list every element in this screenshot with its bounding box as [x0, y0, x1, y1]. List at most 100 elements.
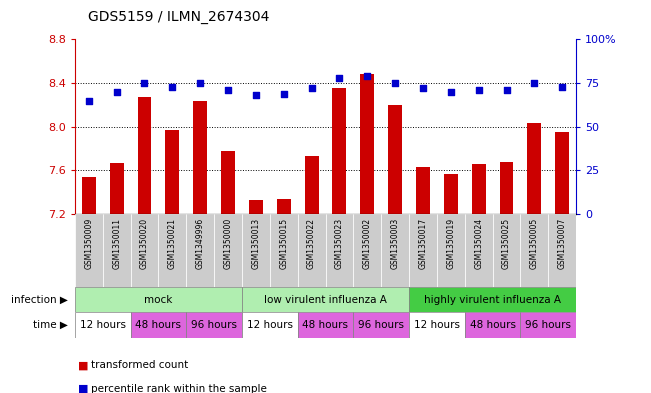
Text: ■: ■ [78, 360, 89, 371]
FancyBboxPatch shape [242, 214, 270, 287]
Text: GSM1350009: GSM1350009 [84, 218, 93, 269]
FancyBboxPatch shape [548, 214, 576, 287]
Text: GSM1350017: GSM1350017 [419, 218, 428, 269]
FancyBboxPatch shape [465, 312, 520, 338]
Point [501, 87, 512, 93]
Bar [109, 163, 124, 214]
Text: GSM1350015: GSM1350015 [279, 218, 288, 269]
Bar [137, 97, 152, 214]
Point [418, 85, 428, 92]
Bar [277, 199, 291, 214]
Bar [249, 200, 263, 214]
Bar [193, 101, 207, 214]
Text: GSM1350011: GSM1350011 [112, 218, 121, 269]
Text: GSM1350023: GSM1350023 [335, 218, 344, 269]
FancyBboxPatch shape [465, 214, 493, 287]
Bar [388, 105, 402, 214]
Point [445, 88, 456, 95]
Text: mock: mock [145, 295, 173, 305]
Text: 48 hours: 48 hours [469, 320, 516, 330]
Text: GSM1350005: GSM1350005 [530, 218, 539, 269]
FancyBboxPatch shape [520, 214, 548, 287]
FancyBboxPatch shape [270, 214, 298, 287]
Bar [221, 151, 235, 214]
Text: 12 hours: 12 hours [247, 320, 293, 330]
FancyBboxPatch shape [214, 214, 242, 287]
Bar [165, 130, 179, 214]
Text: GSM1350019: GSM1350019 [447, 218, 455, 269]
Text: GDS5159 / ILMN_2674304: GDS5159 / ILMN_2674304 [88, 9, 270, 24]
Text: GSM1350022: GSM1350022 [307, 218, 316, 269]
FancyBboxPatch shape [75, 287, 242, 312]
FancyBboxPatch shape [326, 214, 353, 287]
Text: 12 hours: 12 hours [414, 320, 460, 330]
Point [83, 97, 94, 104]
Bar [416, 167, 430, 214]
FancyBboxPatch shape [298, 214, 326, 287]
Text: GSM1349996: GSM1349996 [196, 218, 204, 269]
FancyBboxPatch shape [158, 214, 186, 287]
Bar [360, 74, 374, 214]
Text: 96 hours: 96 hours [191, 320, 237, 330]
Text: time ▶: time ▶ [33, 320, 68, 330]
Text: infection ▶: infection ▶ [12, 295, 68, 305]
FancyBboxPatch shape [75, 312, 131, 338]
FancyBboxPatch shape [493, 214, 520, 287]
FancyBboxPatch shape [381, 214, 409, 287]
FancyBboxPatch shape [103, 214, 131, 287]
Point [390, 80, 400, 86]
Text: GSM1350013: GSM1350013 [251, 218, 260, 269]
Text: GSM1350021: GSM1350021 [168, 218, 177, 269]
Text: 48 hours: 48 hours [135, 320, 182, 330]
Bar [499, 162, 514, 214]
Text: GSM1350025: GSM1350025 [502, 218, 511, 269]
Point [473, 87, 484, 93]
Text: highly virulent influenza A: highly virulent influenza A [424, 295, 561, 305]
FancyBboxPatch shape [131, 312, 186, 338]
Bar [305, 156, 318, 214]
Point [307, 85, 317, 92]
FancyBboxPatch shape [409, 214, 437, 287]
FancyBboxPatch shape [131, 214, 158, 287]
FancyBboxPatch shape [409, 287, 576, 312]
FancyBboxPatch shape [298, 312, 353, 338]
FancyBboxPatch shape [242, 312, 298, 338]
Text: GSM1350002: GSM1350002 [363, 218, 372, 269]
Point [251, 92, 261, 98]
Text: GSM1350007: GSM1350007 [558, 218, 567, 269]
Point [223, 87, 233, 93]
Bar [472, 164, 486, 214]
Point [557, 83, 568, 90]
Text: transformed count: transformed count [91, 360, 188, 371]
Point [195, 80, 206, 86]
Point [529, 80, 540, 86]
Text: GSM1350020: GSM1350020 [140, 218, 149, 269]
FancyBboxPatch shape [242, 287, 409, 312]
Text: 48 hours: 48 hours [303, 320, 348, 330]
Point [279, 90, 289, 97]
Point [139, 80, 150, 86]
Bar [555, 132, 569, 214]
Bar [82, 177, 96, 214]
FancyBboxPatch shape [409, 312, 465, 338]
Text: 12 hours: 12 hours [79, 320, 126, 330]
Text: percentile rank within the sample: percentile rank within the sample [91, 384, 267, 393]
FancyBboxPatch shape [520, 312, 576, 338]
Text: low virulent influenza A: low virulent influenza A [264, 295, 387, 305]
Text: 96 hours: 96 hours [525, 320, 572, 330]
FancyBboxPatch shape [75, 214, 103, 287]
Point [362, 73, 372, 79]
Point [334, 75, 344, 81]
Bar [333, 88, 346, 214]
FancyBboxPatch shape [353, 214, 381, 287]
Text: 96 hours: 96 hours [358, 320, 404, 330]
Point [167, 83, 178, 90]
FancyBboxPatch shape [353, 312, 409, 338]
Text: GSM1350003: GSM1350003 [391, 218, 400, 269]
Text: GSM1350024: GSM1350024 [474, 218, 483, 269]
Bar [527, 123, 542, 214]
FancyBboxPatch shape [437, 214, 465, 287]
Text: GSM1350000: GSM1350000 [223, 218, 232, 269]
Text: ■: ■ [78, 384, 89, 393]
FancyBboxPatch shape [186, 214, 214, 287]
